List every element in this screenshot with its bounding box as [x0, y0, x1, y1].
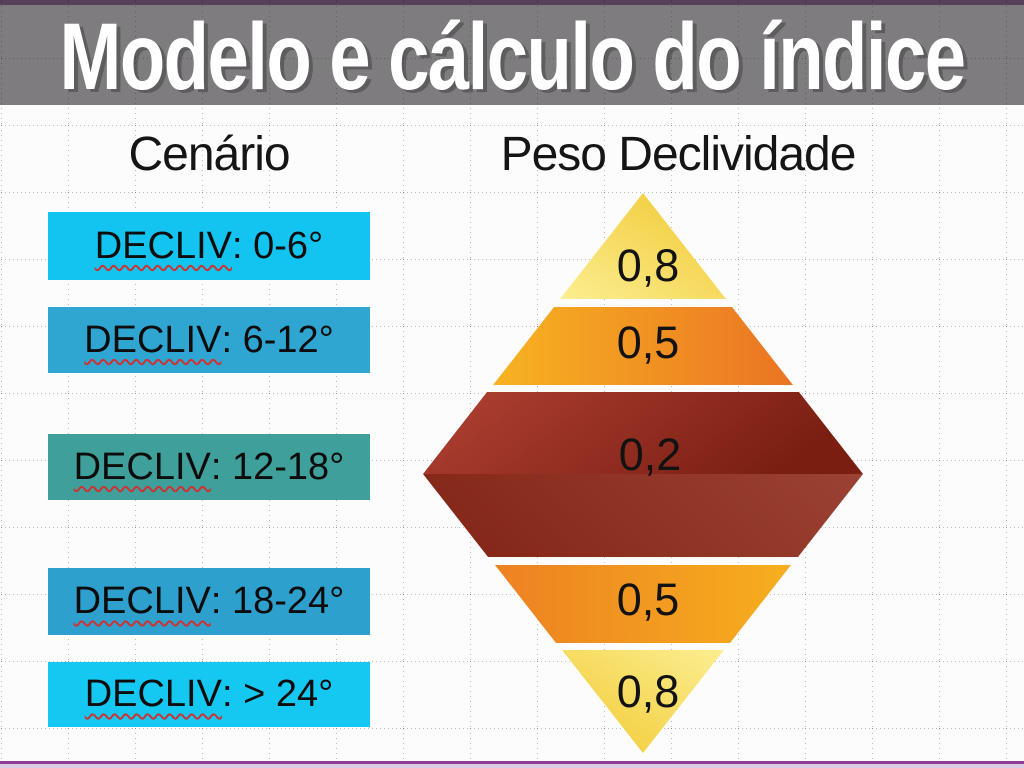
diamond-value-middle: 0,2 — [619, 429, 682, 480]
diamond-value-top: 0,8 — [617, 240, 680, 291]
diamond-value-lower: 0,5 — [617, 574, 680, 625]
diamond-band-02-lower-half[interactable] — [423, 474, 863, 557]
slide-frame-bottom-strip — [0, 764, 1024, 768]
diamond-value-bottom: 0,8 — [617, 666, 680, 717]
diamond-value-upper: 0,5 — [617, 317, 680, 368]
